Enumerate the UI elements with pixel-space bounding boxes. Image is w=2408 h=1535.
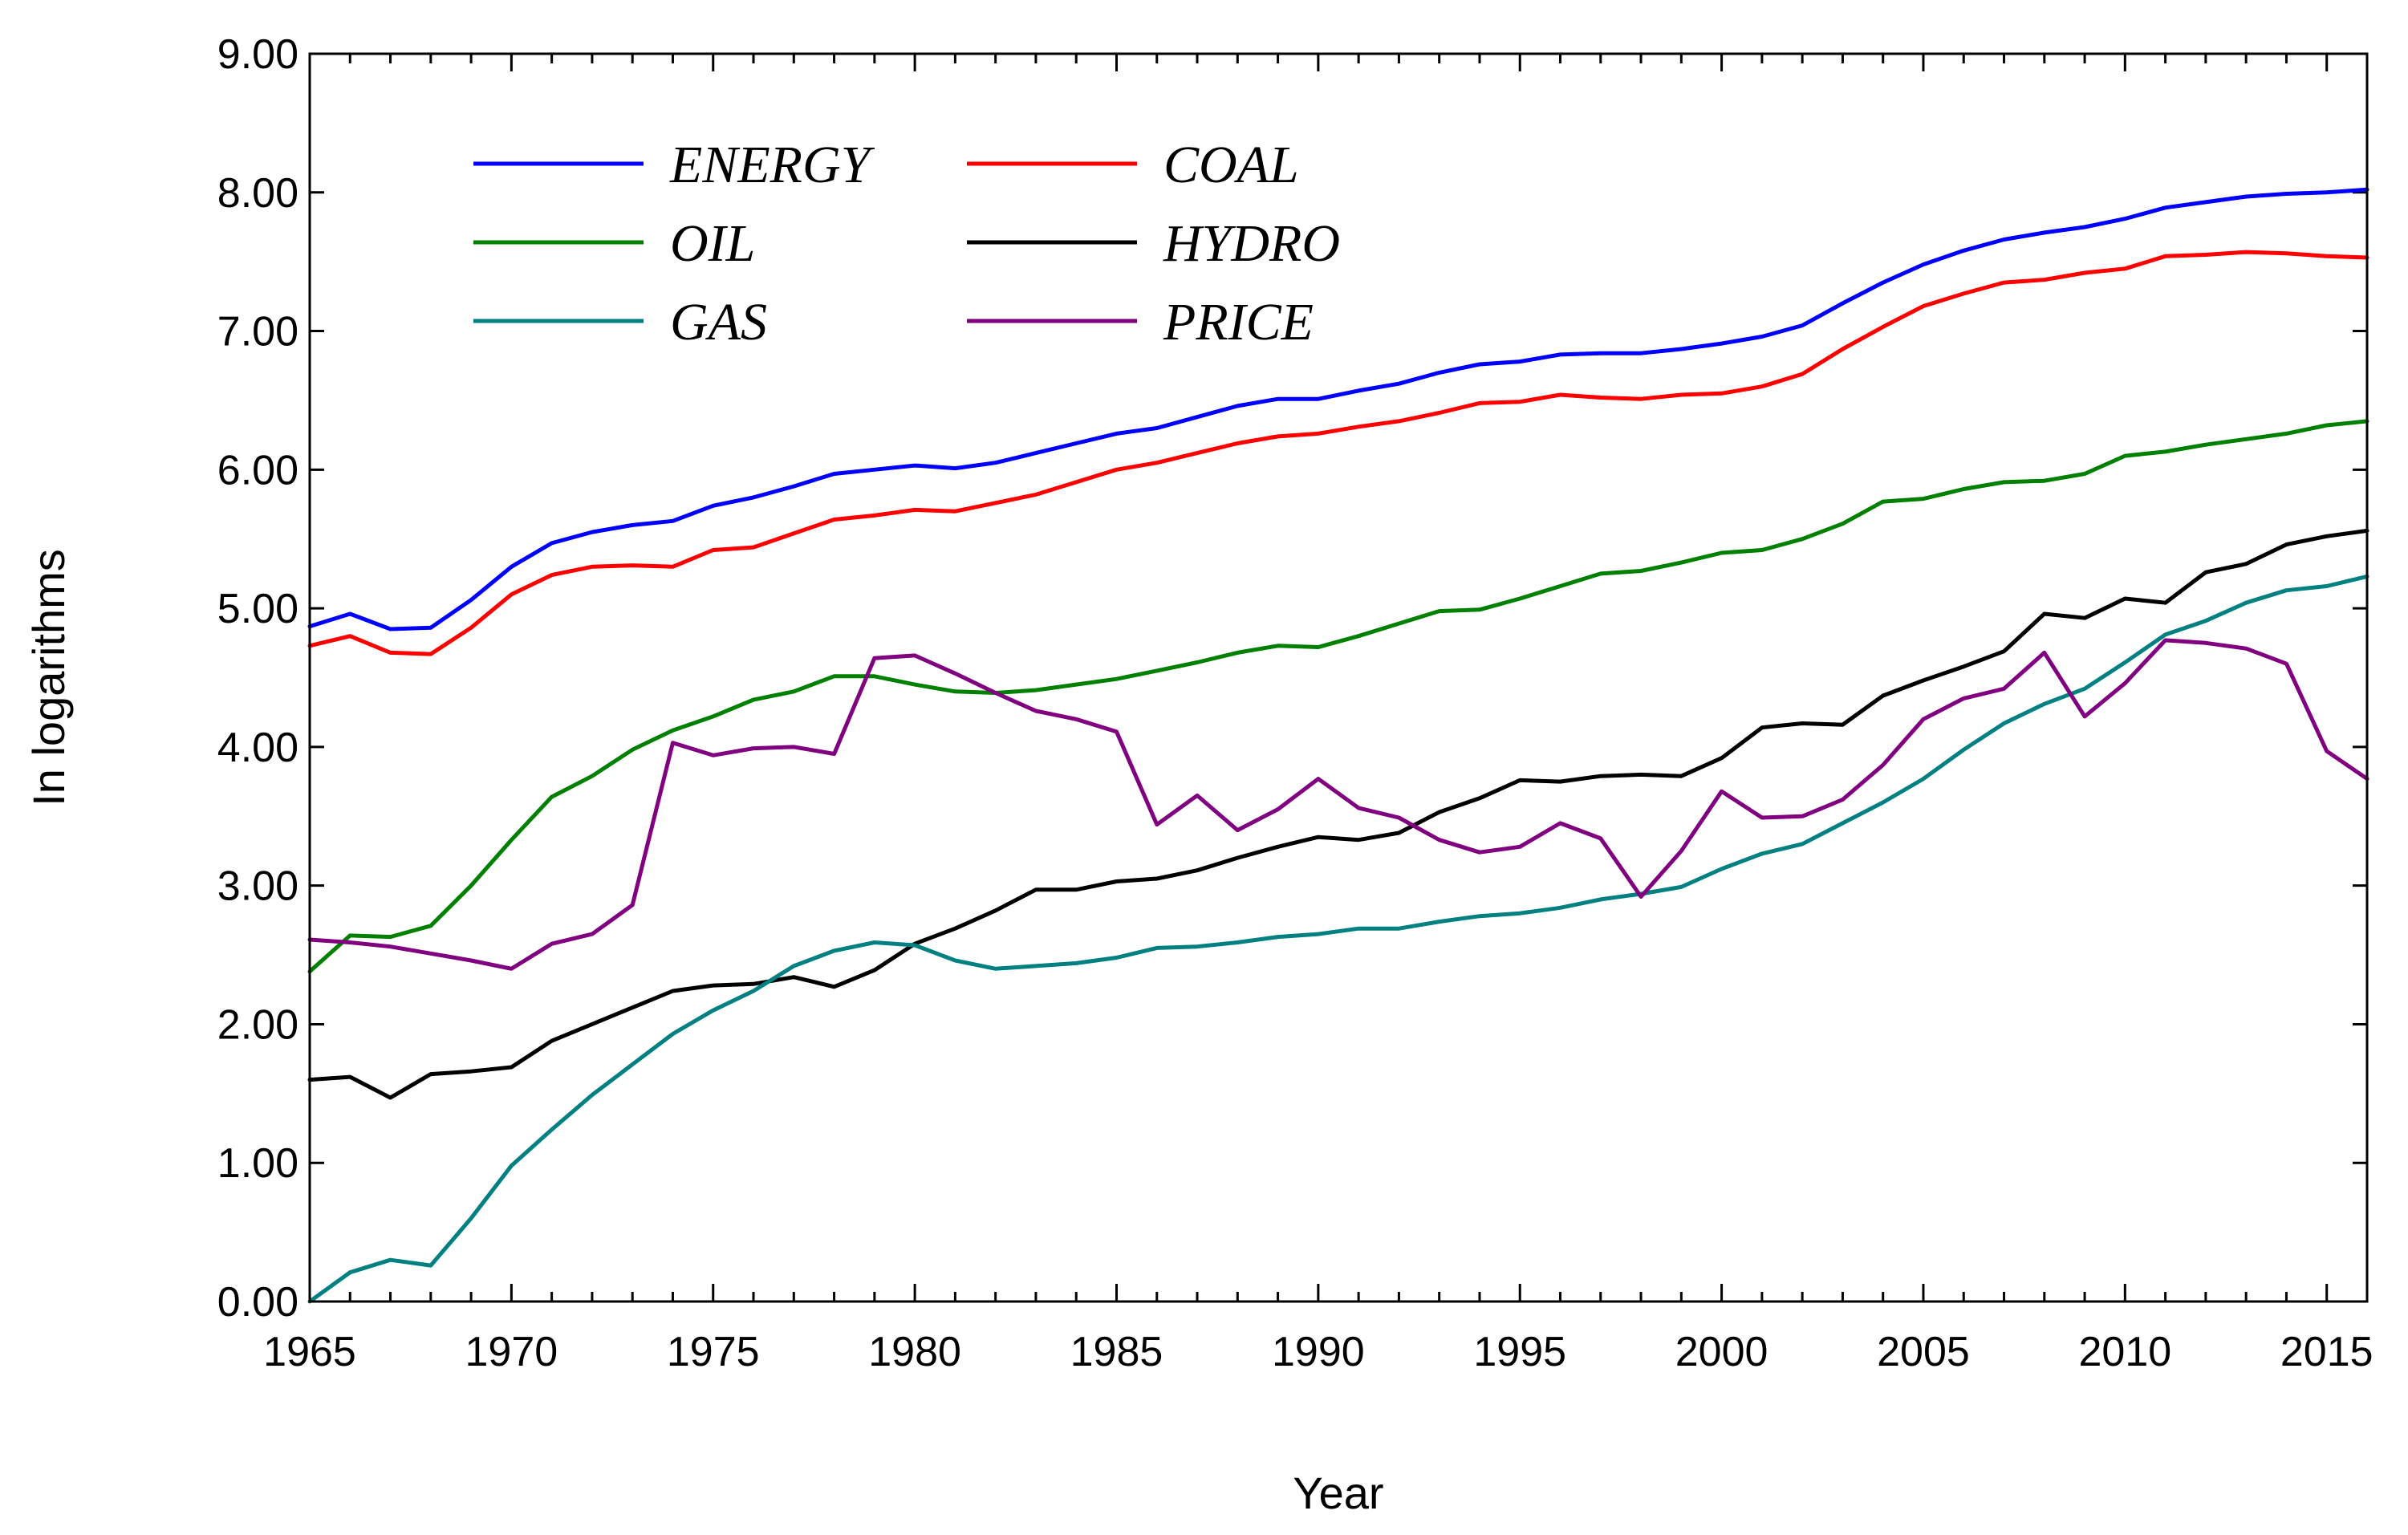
y-axis: 0.00 1.00 2.00 3.00 4.00 5.00 6.00 7.00 8.00 9.00: [217, 31, 2367, 1326]
y-tick-label: 8.00: [217, 170, 298, 217]
legend: ENERGY COAL OIL HYDRO GAS PRICE: [473, 136, 1340, 351]
x-tick-label: 1975: [667, 1329, 760, 1375]
y-tick-label: 0.00: [217, 1279, 298, 1326]
x-tick-label: 2015: [2280, 1329, 2373, 1375]
x-tick-label: 1985: [1070, 1329, 1163, 1375]
legend-label-price: PRICE: [1163, 293, 1314, 351]
series-line-hydro: [307, 528, 2369, 1100]
x-tick-label: 1965: [263, 1329, 356, 1375]
series-line-gas: [307, 574, 2369, 1304]
y-tick-label: 1.00: [217, 1140, 298, 1187]
y-tick-label: 5.00: [217, 586, 298, 632]
y-tick-label: 7.00: [217, 309, 298, 355]
plot-frame: [308, 52, 2369, 1303]
series-lines: [307, 187, 2369, 1304]
x-tick-label: 1995: [1473, 1329, 1566, 1375]
series-line-oil: [307, 419, 2369, 974]
legend-label-coal: COAL: [1163, 136, 1299, 194]
legend-label-oil: OIL: [670, 214, 755, 273]
series-line-energy: [307, 187, 2369, 631]
x-tick-label: 1990: [1272, 1329, 1365, 1375]
legend-label-energy: ENERGY: [669, 136, 875, 194]
legend-label-gas: GAS: [670, 293, 767, 351]
x-tick-label: 2000: [1675, 1329, 1768, 1375]
y-axis-title: In logarithms: [23, 549, 74, 806]
y-tick-label: 6.00: [217, 447, 298, 493]
y-tick-label: 4.00: [217, 725, 298, 771]
x-axis-title: Year: [1293, 1468, 1383, 1518]
y-tick-label: 3.00: [217, 863, 298, 910]
legend-label-hydro: HYDRO: [1163, 214, 1340, 273]
y-tick-label: 9.00: [217, 31, 298, 78]
x-tick-label: 1980: [868, 1329, 961, 1375]
x-tick-label: 2005: [1877, 1329, 1970, 1375]
series-line-coal: [307, 250, 2369, 656]
y-tick-label: 2.00: [217, 1001, 298, 1048]
x-axis: 1965 1970 1975 1980 1985 1990 1995 2000 2005 2010…: [263, 54, 2373, 1375]
series-line-price: [307, 638, 2369, 971]
x-tick-label: 2010: [2079, 1329, 2172, 1375]
x-tick-label: 1970: [465, 1329, 558, 1375]
